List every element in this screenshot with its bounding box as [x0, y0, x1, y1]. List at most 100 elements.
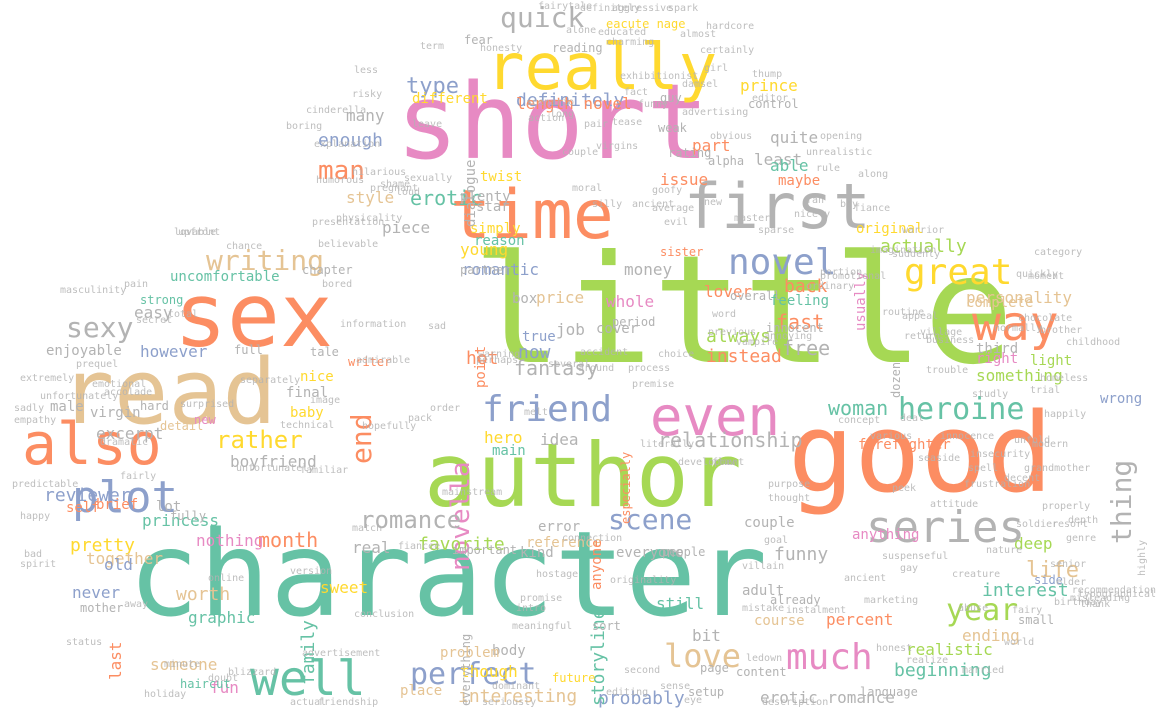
word-typographical: typographical: [1077, 589, 1156, 600]
word-humorous: humorous: [316, 175, 365, 186]
word-tale: tale: [310, 345, 339, 359]
word-ledown: ledown: [746, 653, 783, 664]
word-explanation: explanation: [314, 139, 381, 150]
word-elder: elder: [1056, 577, 1087, 588]
word-man: man: [318, 156, 365, 186]
word-strong: strong: [140, 293, 184, 307]
word-erotic-romance: erotic romance: [760, 688, 895, 707]
word-virgin: virgin: [90, 405, 141, 421]
word-routine: routine: [882, 307, 925, 318]
word-interest: interest: [982, 580, 1069, 601]
word-charming: charming: [606, 37, 655, 48]
word-chapter: chapter: [302, 263, 353, 277]
word-bad: bad: [24, 549, 43, 560]
word-concept: concept: [838, 415, 881, 426]
word-eacute-nage: eacute nage: [606, 17, 686, 31]
word-process: process: [628, 363, 671, 374]
word-unfortunately: unfortunately: [236, 463, 315, 474]
word-also: also: [22, 410, 162, 478]
word-piece: piece: [382, 218, 431, 237]
word-previous: previous: [708, 327, 757, 338]
word-graphic: graphic: [188, 608, 256, 627]
word-average: average: [652, 203, 695, 214]
word-ordinary: ordinary: [806, 281, 855, 292]
word-sad: sad: [428, 321, 447, 332]
word-sweet: sweet: [320, 578, 369, 597]
word-several: several: [548, 359, 591, 370]
word-blizzard: blizzard: [228, 667, 277, 678]
word-damsel: damsel: [682, 79, 719, 90]
word-misleading: misleading: [1070, 593, 1131, 604]
word-body: body: [492, 643, 526, 659]
word-rather: rather: [216, 426, 303, 454]
word-perhaps: perhaps: [476, 355, 519, 366]
word-perfect: perfect: [410, 657, 537, 692]
word-content: content: [736, 665, 787, 679]
word-original: original: [856, 221, 924, 237]
word-first: first: [684, 170, 871, 243]
word-language: language: [860, 685, 918, 699]
word-tease: tease: [612, 117, 643, 128]
word-last: last: [106, 641, 125, 680]
word-love: love: [664, 637, 742, 675]
word-nature: nature: [986, 545, 1023, 556]
word-warning: warning: [478, 349, 521, 360]
word-well: well: [250, 651, 366, 707]
word-meaningful: meaningful: [512, 621, 573, 632]
word-money: money: [624, 260, 673, 279]
word-grandmother: grandmother: [1024, 463, 1091, 474]
word-match: match: [352, 523, 383, 534]
word-educated: educated: [598, 27, 647, 38]
word-quite: quite: [770, 128, 819, 147]
word-haircut: haircut: [180, 677, 231, 691]
word-lovable: lovable: [174, 227, 217, 238]
word-conclusion: conclusion: [354, 609, 415, 620]
word-thought: thought: [768, 493, 811, 504]
word-personality: personality: [966, 288, 1072, 307]
word-pack: pack: [408, 413, 433, 424]
word-reason: reason: [474, 233, 525, 249]
word-promise: promise: [520, 593, 563, 604]
word-page: page: [700, 661, 729, 675]
word-heroine: heroine: [898, 392, 1025, 427]
word-less: less: [354, 65, 379, 76]
word-thank: thank: [1080, 599, 1111, 610]
word-much: much: [786, 637, 873, 678]
word-reviewer: reviewer: [44, 485, 131, 506]
word-short: short: [396, 61, 710, 183]
word-everyone: everyone: [616, 545, 684, 561]
word-funny: funny: [638, 99, 669, 110]
word-choice: choice: [658, 349, 695, 360]
word-development: development: [678, 457, 745, 468]
word-future: future: [552, 671, 596, 685]
word-sex: sex: [174, 264, 333, 367]
word-spark: spark: [668, 3, 699, 14]
word-online: online: [208, 573, 245, 584]
word-back: back: [784, 276, 828, 297]
word-problem: problem: [440, 645, 500, 661]
word-issue: issue: [660, 170, 709, 189]
word-alpha: alpha: [708, 154, 745, 168]
word-plot: plot: [72, 472, 178, 523]
word-least: least: [754, 150, 803, 169]
word-enough: enough: [318, 130, 384, 151]
word-technical: technical: [280, 420, 335, 431]
word-category: category: [1034, 247, 1083, 258]
word-percent: percent: [826, 610, 894, 629]
word-modern: modern: [1032, 439, 1069, 450]
word-realize: realize: [906, 655, 949, 666]
word-portion: portion: [820, 267, 863, 278]
word-excerpt: excerpt: [96, 424, 164, 443]
word-length-novel: length novel: [516, 94, 632, 113]
word-seaside: seaside: [918, 453, 961, 464]
word-fully: fully: [170, 509, 207, 523]
word-scene: scene: [608, 503, 693, 536]
word-adult: adult: [742, 583, 785, 599]
word-hilarious: hilarious: [352, 167, 407, 178]
word-favorite: favorite: [418, 534, 505, 555]
word-peek: peek: [892, 483, 917, 494]
word-firefighter: firefighter: [858, 437, 951, 453]
word-side: side: [1034, 573, 1063, 587]
word-deal: deal: [900, 413, 925, 424]
